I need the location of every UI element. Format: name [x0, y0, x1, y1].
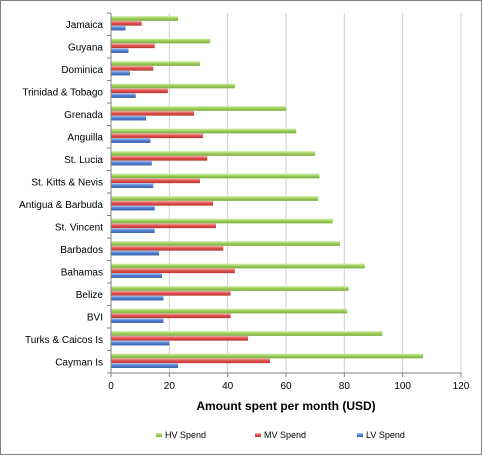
legend-label: LV Spend [366, 430, 405, 440]
legend-label: HV Spend [165, 430, 206, 440]
category-label: Grenada [64, 110, 103, 121]
bar-hv-spend [111, 16, 179, 21]
category-label: Jamaica [66, 20, 104, 31]
bar-lv-spend [111, 363, 179, 368]
bar-mv-spend [111, 290, 231, 296]
category-label: St. Kitts & Nevis [31, 177, 103, 188]
x-tick-label: 40 [222, 381, 234, 392]
category-label: Dominica [61, 65, 103, 76]
category-label: Cayman Is [55, 357, 103, 368]
bar-lv-spend [111, 70, 130, 76]
category-label: Trinidad & Tobago [22, 87, 103, 98]
x-tick-label: 80 [339, 381, 351, 392]
bar-mv-spend [111, 110, 195, 116]
category-label: Bahamas [61, 267, 103, 278]
x-tick-label: 20 [164, 381, 176, 392]
bar-mv-spend [111, 133, 203, 139]
bar-mv-spend [111, 200, 214, 206]
bar-hv-spend [111, 61, 200, 66]
legend-swatch [255, 433, 261, 437]
x-tick-label: 0 [108, 381, 114, 392]
bar-lv-spend [111, 295, 164, 301]
bar-mv-spend [111, 155, 208, 161]
bar-mv-spend [111, 43, 155, 49]
bar-lv-spend [111, 25, 126, 31]
category-label: Antigua & Barbuda [19, 200, 103, 211]
bars [111, 16, 424, 368]
bar-hv-spend [111, 83, 235, 89]
bar-lv-spend [111, 228, 155, 233]
bar-hv-spend [111, 173, 320, 179]
bar-lv-spend [111, 273, 163, 278]
bar-hv-spend [111, 196, 319, 201]
labels: 0 20 40 60 80 100 120 Jamaica Guyana Dominica Trin… [19, 20, 470, 392]
bar-hv-spend [111, 241, 340, 246]
bar-hv-spend [111, 353, 424, 359]
bar-hv-spend [111, 263, 365, 269]
bar-mv-spend [111, 358, 270, 364]
category-label: Belize [76, 290, 104, 301]
category-label: Guyana [68, 42, 103, 53]
bar-hv-spend [111, 106, 286, 111]
axes [107, 12, 462, 377]
bar-mv-spend [111, 178, 200, 184]
category-label: Barbados [60, 245, 103, 256]
category-label: BVI [87, 312, 103, 323]
bar-mv-spend [111, 313, 231, 319]
legend-label: MV Spend [264, 430, 306, 440]
x-tick-label: 60 [280, 381, 292, 392]
bar-hv-spend [111, 218, 333, 224]
category-label: St. Lucia [64, 155, 103, 166]
bar-hv-spend [111, 38, 211, 44]
bar-hv-spend [111, 151, 316, 156]
x-tick-label: 100 [394, 381, 411, 392]
bar-hv-spend [111, 331, 383, 336]
bar-mv-spend [111, 335, 249, 341]
bar-lv-spend [111, 183, 154, 188]
bar-lv-spend [111, 205, 155, 211]
bar-mv-spend [111, 20, 142, 26]
legend-swatch [357, 433, 363, 437]
bar-lv-spend [111, 160, 152, 166]
category-label: Turks & Caicos Is [25, 335, 103, 346]
bar-hv-spend [111, 128, 297, 134]
bar-lv-spend [111, 48, 129, 53]
bar-mv-spend [111, 65, 154, 71]
category-label: Anguilla [67, 132, 103, 143]
bar-mv-spend [111, 245, 224, 251]
bar-hv-spend [111, 308, 348, 314]
grid-lines [168, 13, 462, 373]
bar-hv-spend [111, 286, 349, 291]
bar-lv-spend [111, 340, 170, 346]
bar-lv-spend [111, 318, 164, 323]
bar-lv-spend [111, 138, 151, 143]
bar-lv-spend [111, 250, 160, 256]
x-tick-label: 120 [453, 381, 470, 392]
category-label: St. Vincent [55, 222, 103, 233]
x-axis-label: Amount spent per month (USD) [196, 399, 375, 413]
bar-mv-spend [111, 88, 168, 94]
legend: HV Spend MV Spend LV Spend [156, 430, 405, 440]
legend-swatch [156, 433, 162, 437]
bar-mv-spend [111, 223, 216, 229]
bar-lv-spend [111, 93, 136, 98]
bar-lv-spend [111, 115, 146, 121]
bar-mv-spend [111, 268, 235, 274]
